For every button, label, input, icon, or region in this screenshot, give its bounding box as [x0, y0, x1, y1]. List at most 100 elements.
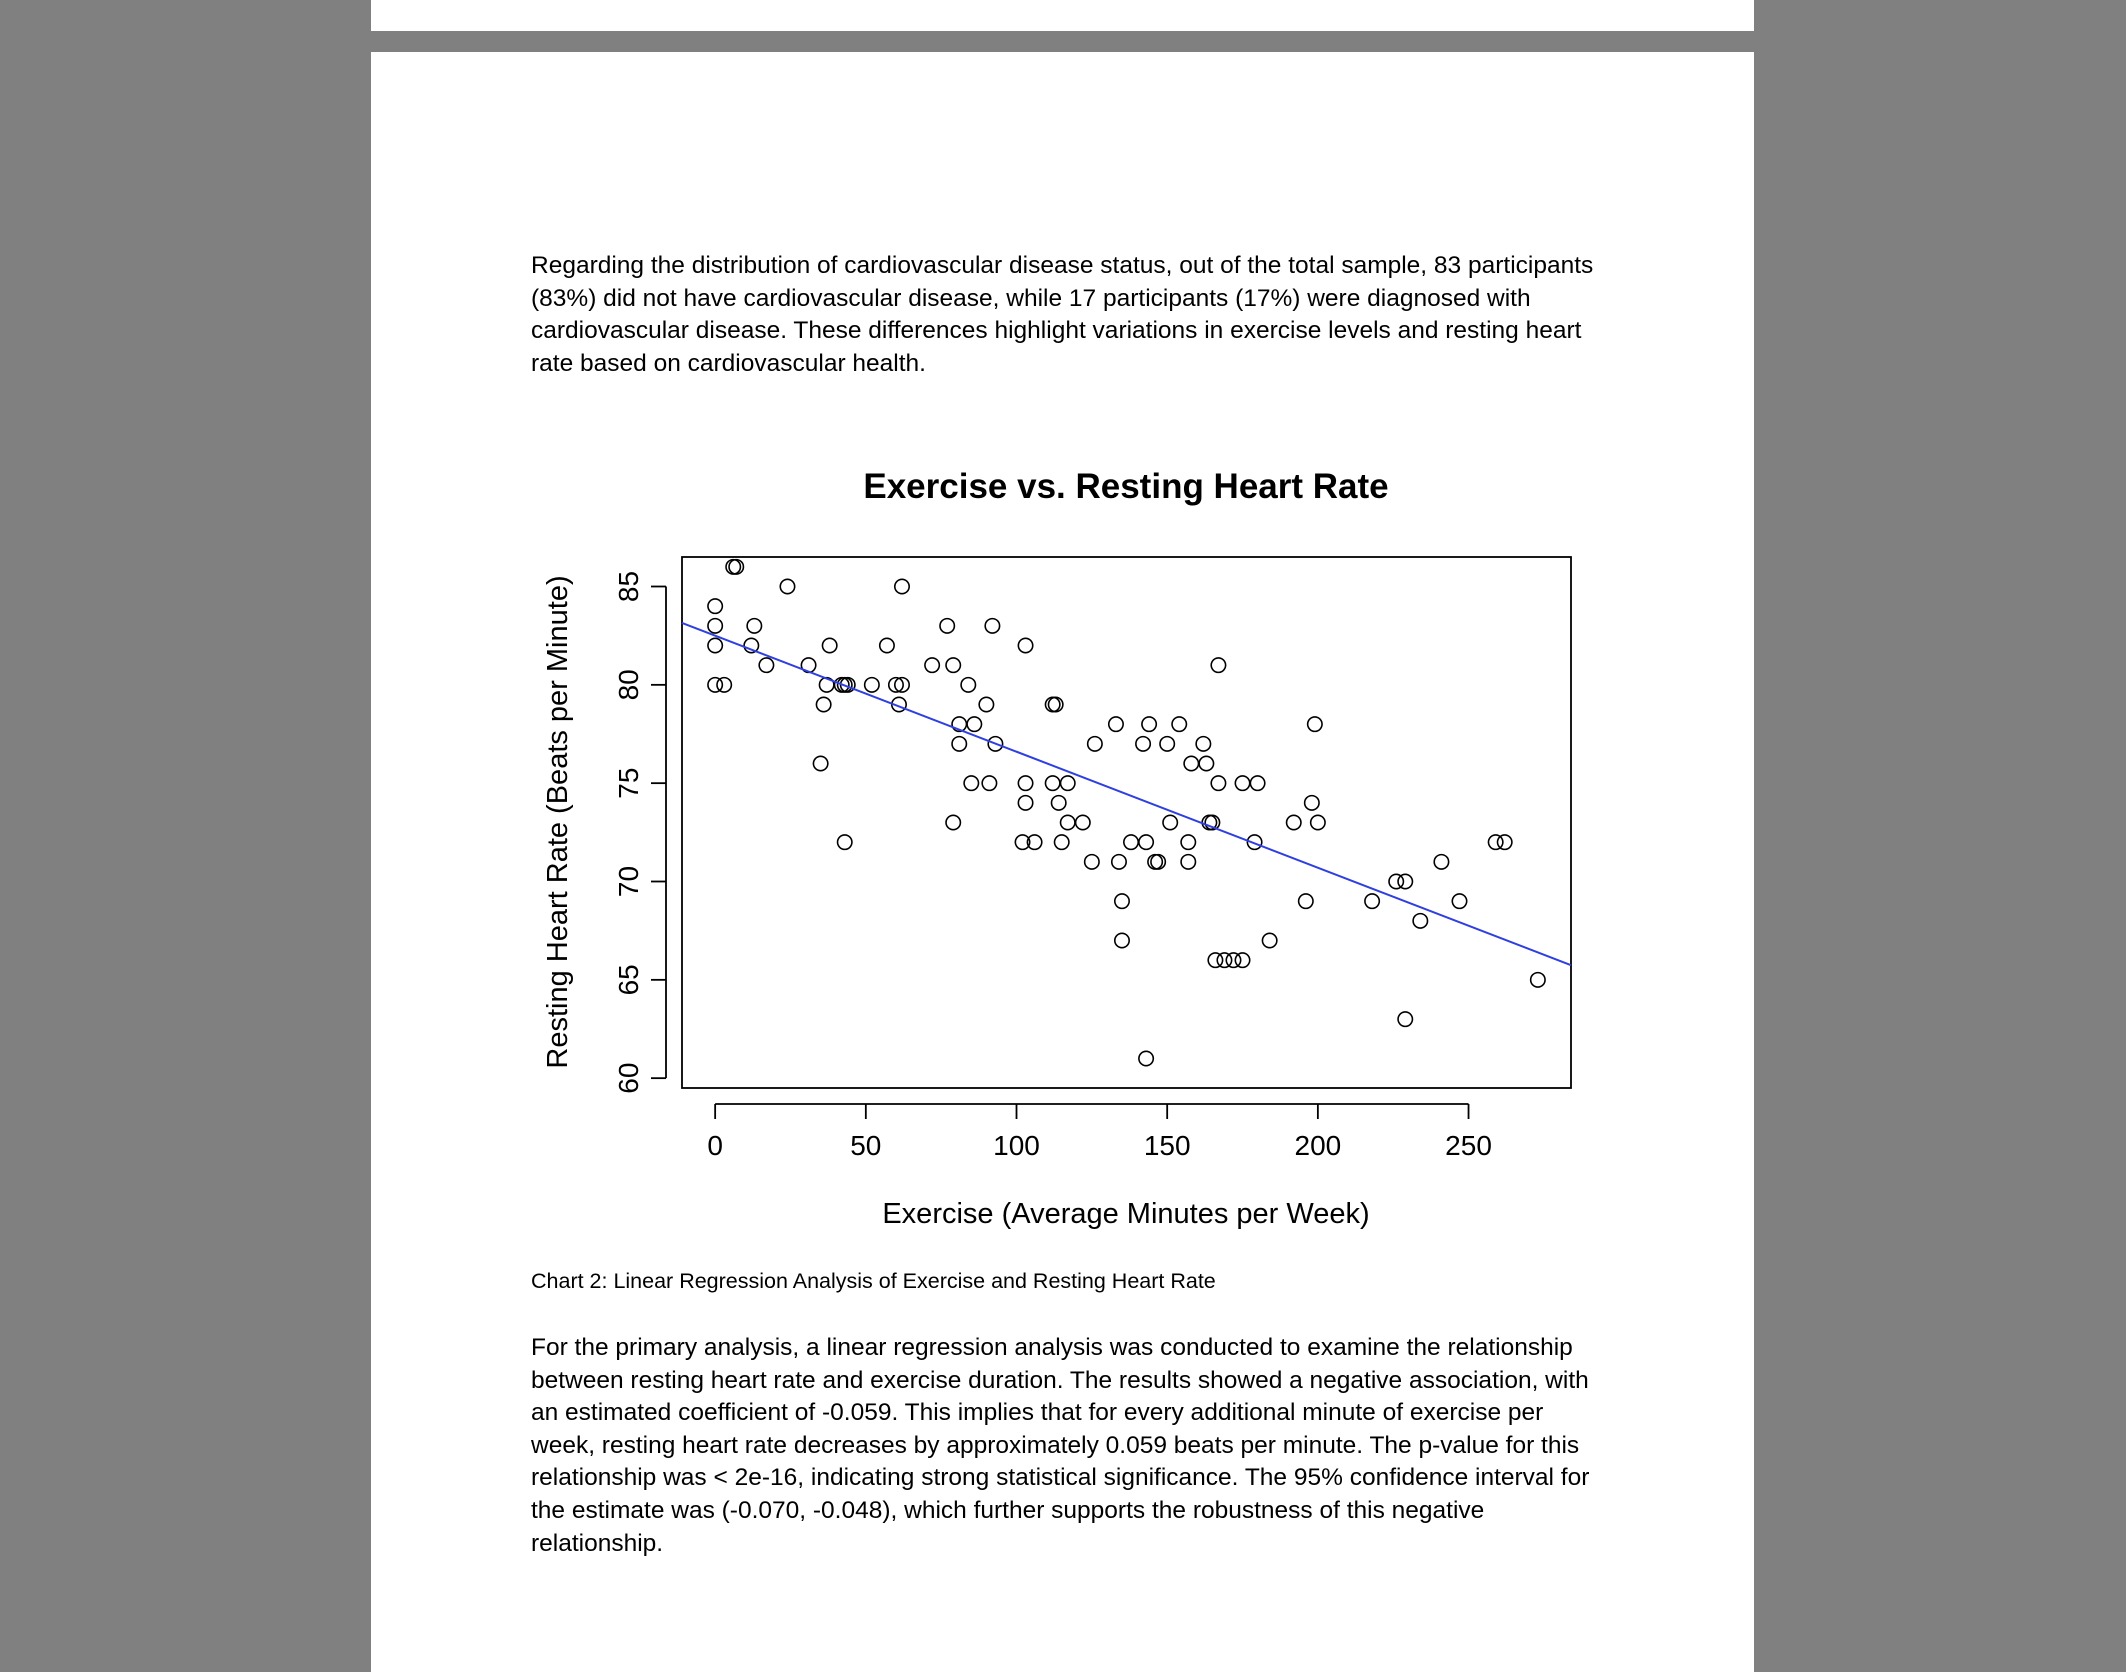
data-point: [725, 558, 742, 575]
data-points: [707, 558, 1546, 1067]
data-point: [1017, 775, 1034, 792]
data-point: [1047, 696, 1064, 713]
data-point: [945, 814, 962, 831]
data-point: [1017, 637, 1034, 654]
data-point: [1110, 853, 1127, 870]
data-point: [1026, 834, 1043, 851]
data-point: [1246, 834, 1263, 851]
data-point: [1487, 834, 1504, 851]
data-point: [707, 637, 724, 654]
data-point: [1216, 952, 1233, 969]
data-point: [1059, 814, 1076, 831]
data-point: [836, 834, 853, 851]
data-point: [1225, 952, 1242, 969]
data-point: [1147, 853, 1164, 870]
data-point: [1496, 834, 1513, 851]
chart-title: Exercise vs. Resting Heart Rate: [863, 467, 1388, 506]
data-point: [939, 617, 956, 634]
x-tick-label: 250: [1445, 1130, 1492, 1161]
y-axis: 60 65 70 75 80 85: [613, 571, 667, 1094]
data-point: [1180, 853, 1197, 870]
data-point: [779, 578, 796, 595]
data-point: [924, 657, 941, 674]
data-point: [1113, 893, 1130, 910]
y-tick-label: 80: [613, 669, 644, 700]
data-point: [1364, 893, 1381, 910]
data-point: [746, 617, 763, 634]
data-point: [1388, 873, 1405, 890]
data-point: [707, 676, 724, 693]
data-point: [1397, 873, 1414, 890]
analysis-paragraph: For the primary analysis, a linear regre…: [531, 1334, 1590, 1557]
data-point: [887, 676, 904, 693]
y-tick-label: 85: [613, 571, 644, 602]
data-point: [707, 598, 724, 615]
data-point: [893, 578, 910, 595]
data-point: [1309, 814, 1326, 831]
data-point: [1234, 775, 1251, 792]
data-point: [1433, 853, 1450, 870]
data-point: [1050, 794, 1067, 811]
data-point: [878, 637, 895, 654]
data-point: [863, 676, 880, 693]
regression-line: [681, 621, 1572, 967]
data-point: [1135, 735, 1152, 752]
data-point: [1397, 1011, 1414, 1028]
data-point: [893, 676, 910, 693]
plot-box: [681, 556, 1572, 1089]
data-point: [1162, 814, 1179, 831]
data-point: [1059, 775, 1076, 792]
data-point: [1171, 716, 1188, 733]
x-axis-label: Exercise (Average Minutes per Week): [882, 1198, 1369, 1230]
data-point: [1123, 834, 1140, 851]
x-tick-label: 50: [850, 1130, 881, 1161]
data-point: [981, 775, 998, 792]
data-point: [984, 617, 1001, 634]
data-point: [1044, 696, 1061, 713]
data-point: [1150, 853, 1167, 870]
data-point: [1083, 853, 1100, 870]
data-point: [1412, 912, 1429, 929]
data-point: [815, 696, 832, 713]
data-point: [1113, 932, 1130, 949]
data-point: [707, 617, 724, 634]
x-tick-label: 0: [707, 1130, 723, 1161]
data-point: [1138, 834, 1155, 851]
data-point: [1138, 1050, 1155, 1067]
data-point: [1198, 755, 1215, 772]
chart-caption: Chart 2: Linear Regression Analysis of E…: [531, 1269, 1216, 1293]
data-point: [966, 716, 983, 733]
y-tick-label: 60: [613, 1063, 644, 1094]
data-point: [1285, 814, 1302, 831]
data-point: [1014, 834, 1031, 851]
data-point: [1107, 716, 1124, 733]
x-tick-label: 100: [993, 1130, 1040, 1161]
data-point: [821, 637, 838, 654]
data-point: [1207, 952, 1224, 969]
data-point: [1451, 893, 1468, 910]
data-point: [987, 735, 1004, 752]
data-point: [960, 676, 977, 693]
data-point: [1141, 716, 1158, 733]
data-point: [1053, 834, 1070, 851]
data-point: [1303, 794, 1320, 811]
document-page: Regarding the distribution of cardiovasc…: [371, 52, 1754, 1672]
x-axis: 0 50 100 150 200 250: [707, 1103, 1492, 1161]
data-point: [1234, 952, 1251, 969]
data-point: [1159, 735, 1176, 752]
x-tick-label: 200: [1295, 1130, 1342, 1161]
data-point: [978, 696, 995, 713]
data-point: [728, 558, 745, 575]
data-point: [1297, 893, 1314, 910]
y-axis-label: Resting Heart Rate (Beats per Minute): [542, 575, 574, 1068]
y-tick-label: 65: [613, 964, 644, 995]
data-point: [716, 676, 733, 693]
data-point: [1306, 716, 1323, 733]
data-point: [1086, 735, 1103, 752]
intro-paragraph: Regarding the distribution of cardiovasc…: [531, 252, 1594, 377]
data-point: [1210, 775, 1227, 792]
data-point: [945, 657, 962, 674]
data-point: [1261, 932, 1278, 949]
data-point: [963, 775, 980, 792]
y-tick-label: 70: [613, 866, 644, 897]
